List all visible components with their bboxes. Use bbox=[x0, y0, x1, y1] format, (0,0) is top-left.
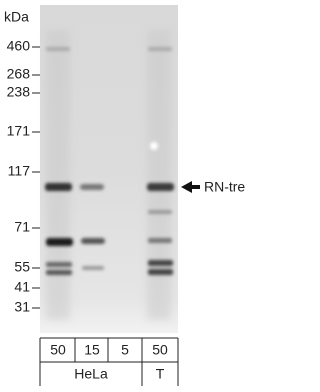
marker-ladder: 460 268 238 171 117 71 55 41 31 bbox=[7, 38, 40, 315]
band-arrow bbox=[181, 181, 200, 193]
marker-unit: kDa bbox=[4, 9, 29, 25]
marker-label: 171 bbox=[7, 123, 31, 139]
marker-label: 71 bbox=[14, 219, 30, 235]
lane-labels: 50 15 5 50 HeLa T bbox=[50, 342, 168, 382]
lane-load: 50 bbox=[152, 342, 168, 358]
marker-label: 238 bbox=[7, 84, 31, 100]
band-label: RN-tre bbox=[204, 179, 245, 195]
lane-table bbox=[39, 337, 179, 386]
lane-load: 50 bbox=[50, 342, 66, 358]
marker-label: 31 bbox=[14, 299, 30, 315]
marker-label: 55 bbox=[14, 259, 30, 275]
sample-name: HeLa bbox=[74, 366, 108, 382]
marker-label: 117 bbox=[8, 163, 31, 179]
lane-load: 5 bbox=[121, 342, 129, 358]
sample-name: T bbox=[156, 366, 165, 382]
marker-label: 268 bbox=[7, 66, 31, 82]
marker-label: 41 bbox=[14, 279, 30, 295]
lane-load: 15 bbox=[84, 342, 100, 358]
marker-label: 460 bbox=[7, 38, 31, 54]
bands bbox=[45, 47, 174, 275]
